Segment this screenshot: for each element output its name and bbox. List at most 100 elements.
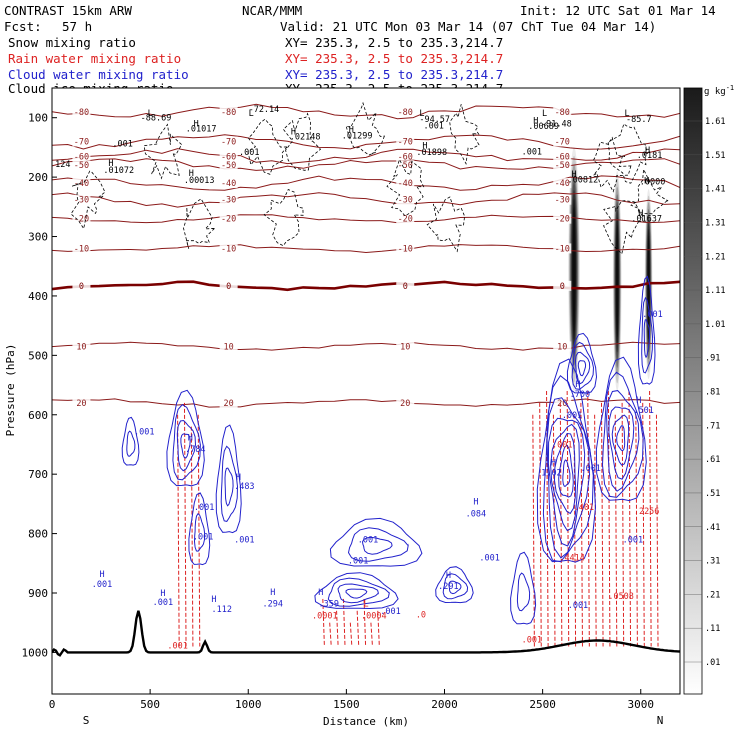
rain-contour [649, 390, 652, 647]
rain-contour [621, 402, 625, 647]
label-mask [553, 341, 572, 352]
label-blue: H [575, 380, 580, 390]
temperature-label: 10 [224, 342, 234, 352]
label-black: H [533, 117, 538, 127]
colorbar-label: 1.11 [705, 286, 725, 296]
cloud-ice-contour [143, 123, 183, 180]
label-black: L [148, 109, 153, 119]
label-blue: H [99, 570, 104, 580]
cloud-water-contour [347, 527, 409, 562]
field-rain-xy: XY= 235.3, 2.5 to 235.3,214.7 [285, 51, 503, 66]
cloud-water-contour [571, 341, 594, 390]
label-blue: .001 [92, 580, 112, 590]
label-blue: .291 [438, 582, 458, 592]
temperature-label: 0 [403, 282, 408, 292]
label-blue: .483 [234, 482, 254, 492]
label-black: .02148 [290, 133, 321, 143]
colorbar-label: .01 [705, 658, 720, 668]
label-mask [219, 341, 238, 352]
label-blue: .501 [633, 406, 653, 416]
cloud-ice-plume [572, 207, 576, 332]
temperature-label: 10 [557, 342, 567, 352]
label-mask [396, 106, 415, 117]
temperature-label: -60 [74, 152, 89, 162]
label-red: .0004 [361, 612, 387, 622]
cloud-ice-contour [70, 170, 106, 230]
label-black: .001 [423, 121, 443, 131]
label-black: .01637 [631, 215, 662, 225]
plot-frame [51, 87, 681, 695]
cloud-water-contour [595, 356, 647, 502]
label-mask [219, 106, 238, 117]
cloud-water-contour [215, 424, 242, 534]
cloud-water-contour [641, 296, 654, 374]
cloud-water-contour [611, 414, 630, 466]
label-black: .00013 [184, 176, 215, 186]
label-red: .001 [552, 440, 572, 450]
forecast-label: Fcst: [4, 19, 42, 34]
cloud-ice-contour [603, 200, 643, 255]
label-blue: .084 [466, 509, 486, 519]
rain-contour [559, 402, 563, 647]
label-mask [396, 136, 415, 147]
temperature-label: 10 [76, 342, 86, 352]
label-black: H [291, 127, 296, 137]
temperature-contour [52, 175, 680, 191]
label-blue: .001 [562, 411, 582, 421]
rain-contour [532, 414, 535, 647]
rain-contour [349, 622, 353, 647]
label-mask [553, 397, 572, 408]
colorbar-label: 1.61 [705, 117, 725, 127]
label-blue: H [446, 571, 451, 581]
label-blue: .001 [348, 556, 368, 566]
label-red: .4414 [559, 553, 585, 563]
label-blue: .001 [358, 536, 378, 546]
temperature-label: -80 [555, 108, 570, 118]
cloud-water-contour [547, 417, 586, 547]
x-tick-label: 2000 [431, 698, 458, 711]
label-mask [72, 160, 91, 171]
temperature-label: 20 [76, 399, 86, 409]
label-mask [72, 194, 91, 205]
label-blue: .001 [380, 607, 400, 617]
init-time: Init: 12 UTC Sat 01 Mar 14 [520, 3, 716, 18]
label-black: .001 [522, 148, 542, 158]
cloud-water-contour [448, 580, 462, 595]
label-mask [553, 160, 572, 171]
temperature-contour [52, 398, 680, 408]
label-mask [72, 280, 91, 291]
x-tick-label: 1500 [333, 698, 360, 711]
label-black: .01017 [186, 124, 217, 134]
temperature-label: -30 [74, 196, 89, 206]
cloud-ice-contour [630, 167, 669, 220]
label-black: .01072 [103, 166, 134, 176]
temperature-label: -80 [221, 108, 236, 118]
label-black: 124 [55, 160, 70, 170]
temperature-label: -40 [398, 179, 413, 189]
label-mask [396, 243, 415, 254]
label-black: L [249, 109, 254, 119]
y-tick-label: 800 [28, 528, 48, 541]
cloud-ice-plume [616, 225, 619, 338]
y-axis: 100 200 300 400 500 600 700 800 900 1000 [22, 112, 57, 659]
cloud-water-contour [329, 517, 423, 567]
cloud-ice-shading [568, 147, 653, 391]
label-mask [219, 178, 238, 189]
label-black: H [189, 169, 194, 179]
label-red: .401 [574, 503, 594, 513]
cloud-water-contours [121, 275, 656, 625]
field-snow-xy: XY= 235.3, 2.5 to 235.3,214.7 [285, 35, 503, 50]
colorbar-label: .71 [705, 421, 720, 431]
temperature-label: 10 [400, 342, 410, 352]
rain-contour [655, 414, 659, 647]
rain-contour [363, 598, 367, 647]
label-black: .001 [239, 148, 259, 158]
label-black: H [422, 142, 427, 152]
cloud-water-contour [176, 419, 196, 472]
label-black: H [349, 126, 354, 136]
label-blue: .001 [234, 536, 254, 546]
temperature-label: -20 [221, 215, 236, 225]
label-blue: .001 [134, 427, 154, 437]
cloud-ice-contour [263, 188, 304, 247]
org-label: NCAR/MMM [242, 3, 302, 18]
